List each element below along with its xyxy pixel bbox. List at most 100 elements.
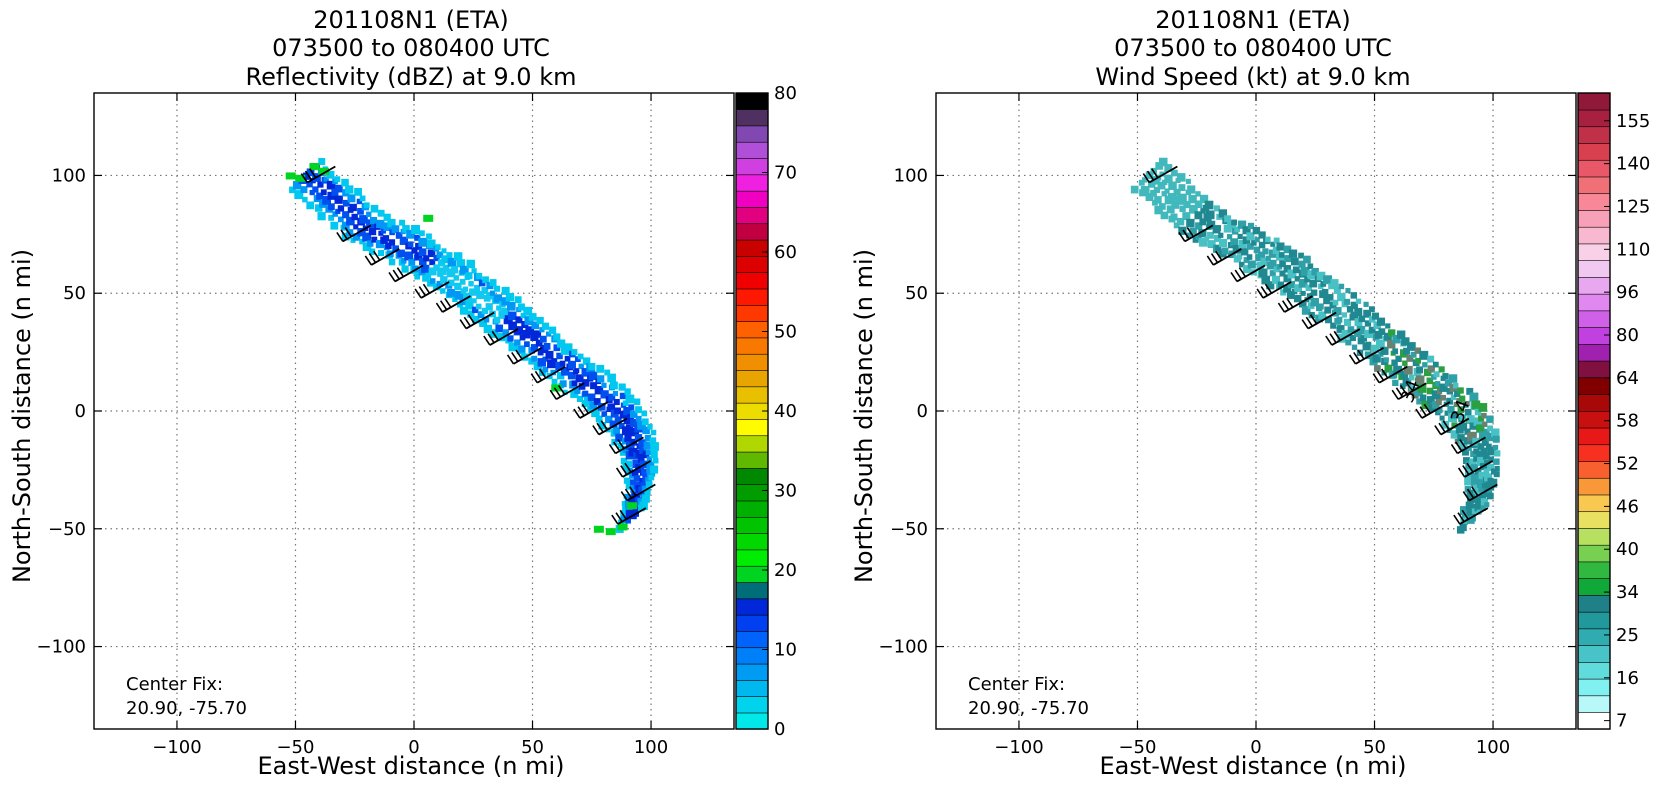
wind-barb-flag bbox=[1210, 253, 1219, 263]
echo-cell bbox=[1178, 184, 1186, 192]
wind-barb-staff bbox=[1440, 417, 1470, 436]
echo-cell bbox=[489, 290, 496, 296]
colorbar-swatch bbox=[1577, 226, 1611, 245]
x-tick-label: 0 bbox=[408, 737, 419, 758]
colorbar-swatch bbox=[1577, 444, 1611, 462]
colorbar-swatch bbox=[1577, 142, 1611, 161]
echo-cell bbox=[1198, 237, 1208, 247]
echo-cell bbox=[531, 321, 540, 330]
echo-cell bbox=[502, 329, 510, 336]
echo-cell bbox=[1221, 247, 1229, 255]
echo-cell bbox=[1167, 193, 1177, 202]
wind-barb-flag bbox=[615, 512, 623, 523]
x-tick-label: −100 bbox=[152, 737, 201, 758]
echo-cell bbox=[334, 184, 343, 193]
echo-cell bbox=[1283, 284, 1292, 293]
panel2-center-fix-label: Center Fix: bbox=[968, 674, 1065, 695]
echo-cell bbox=[1392, 348, 1399, 355]
wind-barb-flag bbox=[619, 509, 627, 520]
echo-cell bbox=[1409, 385, 1415, 391]
colorbar-swatch bbox=[1577, 678, 1611, 697]
echo-cell bbox=[1487, 425, 1494, 432]
colorbar-swatch bbox=[1577, 243, 1611, 261]
colorbar-tick-label: 25 bbox=[1616, 625, 1639, 646]
echo-cell bbox=[1283, 274, 1292, 283]
echo-cell bbox=[1431, 390, 1441, 400]
echo-cell bbox=[633, 475, 641, 482]
echo-cell bbox=[590, 382, 598, 390]
echo-cell bbox=[514, 339, 521, 346]
echo-cell bbox=[1484, 502, 1490, 508]
colorbar-swatch bbox=[1577, 193, 1611, 211]
panel2-ylabel: North-South distance (n mi) bbox=[850, 249, 878, 583]
echo-cell bbox=[1466, 415, 1475, 424]
echo-cell bbox=[1364, 320, 1372, 327]
wind-barb-flag bbox=[491, 330, 499, 341]
echo-cell bbox=[377, 209, 385, 217]
wind-barb bbox=[1434, 417, 1470, 436]
panel2-title-line2: 073500 to 080400 UTC bbox=[1114, 34, 1392, 62]
echo-cell bbox=[1290, 257, 1299, 266]
echo-cell bbox=[1238, 261, 1245, 268]
echo-cell bbox=[1284, 265, 1292, 272]
wind-barb-flag bbox=[340, 229, 348, 240]
echo-cell bbox=[623, 477, 631, 484]
x-tick-label: −100 bbox=[994, 737, 1043, 758]
colorbar-swatch bbox=[1577, 360, 1611, 379]
wind-barb-flag bbox=[1395, 387, 1404, 398]
echo-cell bbox=[474, 284, 481, 292]
echo-cell bbox=[1330, 322, 1337, 329]
echo-cell bbox=[1469, 458, 1477, 466]
echo-cell bbox=[520, 312, 526, 319]
echo-cell bbox=[1363, 309, 1372, 318]
echo-cell bbox=[1168, 181, 1177, 191]
wind-barb-flag bbox=[1325, 335, 1333, 346]
echo-cell bbox=[469, 288, 477, 296]
echo-cell bbox=[306, 168, 315, 177]
wind-barb-flag bbox=[620, 465, 628, 475]
echo-cell bbox=[1396, 330, 1406, 339]
echo-cell bbox=[1218, 232, 1224, 238]
echo-cell bbox=[1309, 279, 1318, 288]
wind-barb-flag bbox=[459, 319, 467, 329]
wind-barb-staff bbox=[1283, 295, 1313, 313]
colorbar-tick-label: 125 bbox=[1616, 196, 1650, 217]
colorbar-tick-label: 155 bbox=[1616, 111, 1650, 132]
echo-cell bbox=[630, 418, 639, 428]
colorbar-swatch bbox=[1577, 126, 1611, 144]
echo-cell bbox=[505, 292, 515, 302]
echo-cell bbox=[1349, 334, 1356, 342]
wind-barb bbox=[336, 224, 372, 243]
echo-cell bbox=[640, 481, 648, 489]
echo-cell bbox=[1164, 174, 1173, 183]
echo-cell bbox=[1477, 443, 1485, 450]
wind-barb-flag bbox=[1459, 439, 1467, 450]
x-tick-label: −50 bbox=[1118, 737, 1156, 758]
wind-barb-staff bbox=[1378, 365, 1408, 384]
echo-cell bbox=[459, 278, 466, 285]
echo-cell bbox=[388, 258, 396, 266]
echo-cell bbox=[391, 225, 400, 233]
echo-cell bbox=[1451, 422, 1458, 429]
echo-cell bbox=[1354, 318, 1363, 327]
wind-barb-flag bbox=[1238, 267, 1247, 278]
echo-cell bbox=[1444, 410, 1450, 416]
echo-cell bbox=[1462, 448, 1469, 456]
echo-cell bbox=[1483, 453, 1490, 460]
echo-cell bbox=[1298, 260, 1306, 268]
echo-cell bbox=[1440, 394, 1446, 401]
echo-cell bbox=[625, 394, 635, 404]
wind-barb-flag bbox=[581, 403, 589, 414]
colorbar-swatch bbox=[735, 565, 769, 583]
echo-cell bbox=[514, 326, 524, 335]
wind-barb-staff bbox=[1184, 224, 1214, 243]
echo-cell bbox=[617, 442, 624, 449]
y-tick-label: 0 bbox=[917, 401, 928, 422]
echo-cell bbox=[1463, 457, 1470, 464]
echo-cell bbox=[1300, 266, 1310, 276]
echo-cell bbox=[1375, 339, 1385, 349]
echo-cell bbox=[628, 447, 638, 457]
echo-cell bbox=[649, 437, 657, 445]
colorbar-tick-label: 140 bbox=[1616, 154, 1650, 175]
echo-cell bbox=[353, 224, 359, 230]
